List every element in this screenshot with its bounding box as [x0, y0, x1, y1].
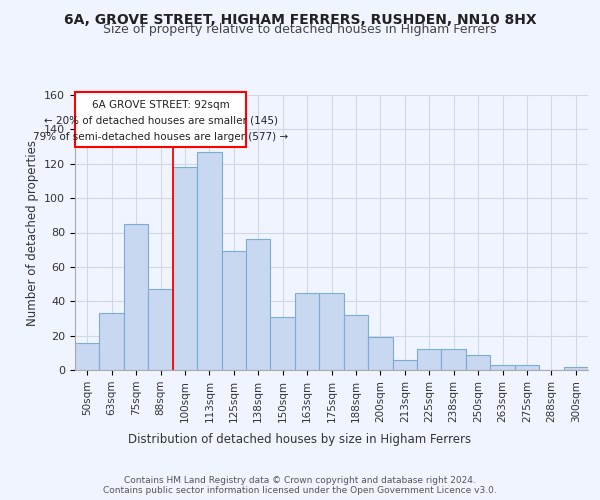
Bar	[295, 292, 319, 370]
Bar	[392, 360, 417, 370]
Bar	[148, 289, 173, 370]
Bar	[100, 314, 124, 370]
Text: ← 20% of detached houses are smaller (145): ← 20% of detached houses are smaller (14…	[44, 116, 277, 126]
Y-axis label: Number of detached properties: Number of detached properties	[26, 140, 38, 326]
Bar	[466, 354, 490, 370]
Bar	[442, 350, 466, 370]
Bar	[515, 365, 539, 370]
Bar	[490, 365, 515, 370]
Text: Contains HM Land Registry data © Crown copyright and database right 2024.: Contains HM Land Registry data © Crown c…	[124, 476, 476, 485]
Bar	[173, 167, 197, 370]
Bar	[563, 366, 588, 370]
Text: 6A GROVE STREET: 92sqm: 6A GROVE STREET: 92sqm	[92, 100, 229, 110]
Text: 79% of semi-detached houses are larger (577) →: 79% of semi-detached houses are larger (…	[33, 132, 288, 141]
Bar	[246, 240, 271, 370]
Text: Size of property relative to detached houses in Higham Ferrers: Size of property relative to detached ho…	[103, 22, 497, 36]
Bar	[197, 152, 221, 370]
Text: 6A, GROVE STREET, HIGHAM FERRERS, RUSHDEN, NN10 8HX: 6A, GROVE STREET, HIGHAM FERRERS, RUSHDE…	[64, 12, 536, 26]
Bar	[344, 315, 368, 370]
FancyBboxPatch shape	[76, 92, 245, 146]
Bar	[124, 224, 148, 370]
Bar	[368, 338, 392, 370]
Bar	[271, 316, 295, 370]
Bar	[417, 350, 442, 370]
Text: Contains public sector information licensed under the Open Government Licence v3: Contains public sector information licen…	[103, 486, 497, 495]
Text: Distribution of detached houses by size in Higham Ferrers: Distribution of detached houses by size …	[128, 432, 472, 446]
Bar	[75, 342, 100, 370]
Bar	[319, 292, 344, 370]
Bar	[221, 252, 246, 370]
